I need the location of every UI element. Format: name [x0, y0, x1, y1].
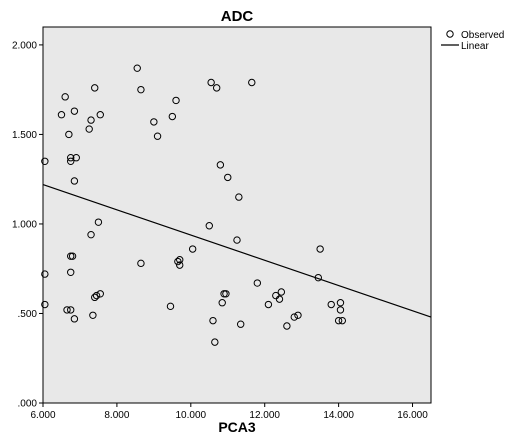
observed-point: [87, 230, 95, 239]
chart-title: ADC: [221, 8, 254, 25]
observed-point: [72, 154, 80, 162]
observed-point: [336, 306, 345, 314]
observed-point: [65, 130, 73, 139]
observed-point: [233, 236, 241, 244]
observed-point: [70, 107, 79, 115]
observed-point: [316, 245, 324, 253]
observed-point: [216, 161, 225, 169]
linear-fit-line: [42, 183, 432, 318]
x-tick-label: 6.000: [30, 410, 55, 421]
observed-point: [294, 311, 302, 319]
observed-point: [92, 291, 101, 300]
observed-point: [96, 111, 104, 119]
observed-point: [70, 177, 79, 185]
observed-point: [94, 218, 103, 226]
observed-point: [327, 300, 335, 309]
observed-point: [67, 268, 75, 276]
observed-point: [209, 316, 217, 325]
observed-point: [277, 288, 286, 296]
observed-point: [96, 290, 104, 298]
y-tick-label: 1.000: [12, 219, 37, 230]
y-tick-label: .000: [18, 399, 38, 410]
x-tick-label: 14.000: [323, 410, 354, 421]
observed-point: [205, 222, 213, 230]
observed-point: [133, 64, 141, 72]
observed-point: [224, 173, 232, 182]
x-tick-label: 12.000: [249, 410, 280, 421]
legend-observed-marker: [446, 30, 454, 38]
x-tick-label: 10.000: [176, 410, 207, 421]
observed-point: [174, 257, 182, 266]
observed-point: [63, 306, 71, 314]
observed-point: [275, 295, 284, 303]
observed-point: [68, 252, 77, 260]
observed-point: [218, 299, 226, 307]
y-tick-label: 1.500: [12, 130, 37, 141]
observed-point: [41, 157, 49, 165]
observed-point: [222, 290, 230, 298]
observed-point: [253, 279, 262, 287]
observed-point: [248, 78, 256, 87]
observed-point: [166, 302, 175, 311]
observed-point: [137, 259, 145, 268]
observed-point: [67, 306, 75, 314]
observed-point: [168, 112, 177, 121]
legend: Observed Linear: [441, 30, 504, 52]
observed-point: [334, 316, 343, 325]
legend-linear-label: Linear: [461, 41, 489, 52]
chart-marks: [41, 64, 432, 346]
observed-point: [41, 270, 49, 278]
observed-point: [67, 157, 75, 165]
observed-point: [235, 193, 243, 201]
observed-point: [236, 320, 245, 328]
observed-point: [264, 300, 273, 309]
observed-point: [87, 116, 95, 124]
y-tick-label: 2.000: [12, 40, 37, 51]
observed-point: [91, 84, 99, 92]
x-axis-title: PCA3: [218, 419, 256, 435]
observed-point: [290, 313, 298, 321]
y-tick-label: .500: [18, 309, 38, 320]
observed-point: [91, 293, 99, 302]
observed-point: [57, 111, 66, 119]
observed-point: [336, 299, 345, 307]
observed-point: [172, 96, 180, 105]
observed-point: [41, 300, 49, 309]
legend-observed-label: Observed: [461, 30, 504, 41]
observed-point: [150, 118, 158, 126]
x-tick-label: 8.000: [104, 410, 129, 421]
observed-point: [61, 93, 69, 101]
observed-point: [153, 132, 162, 140]
observed-point: [176, 256, 184, 264]
chart-axes: 6.000 8.000 10.000 12.000 14.000 16.000 .000 .5…: [12, 40, 428, 421]
observed-point: [70, 315, 79, 323]
plot-area: [42, 26, 432, 404]
observed-point: [207, 78, 215, 87]
observed-point: [137, 85, 145, 94]
observed-point: [212, 84, 221, 92]
observed-point: [85, 125, 93, 133]
x-tick-label: 16.000: [397, 410, 428, 421]
observed-point: [176, 261, 184, 269]
observed-point: [211, 338, 219, 346]
observed-point: [67, 154, 75, 162]
observed-point: [188, 245, 197, 253]
observed-point: [283, 322, 291, 330]
observed-point: [338, 316, 347, 325]
observed-point: [89, 311, 97, 319]
